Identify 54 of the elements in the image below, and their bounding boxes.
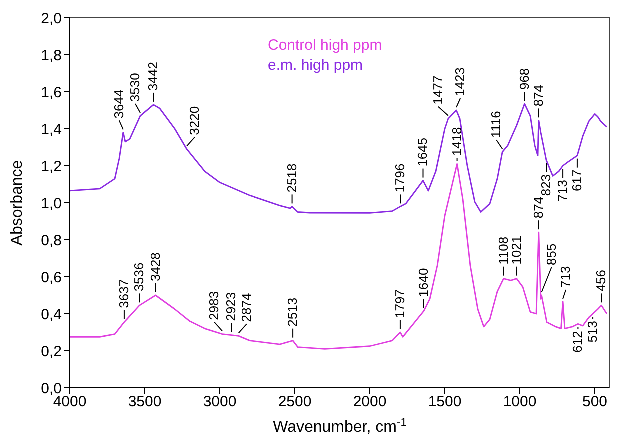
annotation: 2513 [285, 298, 300, 327]
text: Control high ppm [268, 36, 382, 56]
y-tick-label: 0,4 [41, 306, 62, 324]
x-tick-label: 3000 [203, 394, 237, 411]
annotation: 617 [569, 170, 584, 192]
x-axis-title: Wavenumber, cm$^{-1}$ [273, 417, 407, 436]
annotation: 823 [538, 174, 554, 196]
annotation: 513 [585, 321, 600, 343]
annotation: 3536 [132, 262, 147, 292]
x-tick-label: 2500 [278, 394, 312, 411]
y-axis-title: Absorbance [9, 160, 26, 246]
annotation: 3442 [146, 62, 161, 91]
y-tick-label: 1,0 [41, 195, 62, 212]
annotation: 2518 [284, 164, 300, 193]
y-tick-label: 1,6 [41, 84, 62, 102]
annotation: 1116 [488, 111, 504, 138]
x-tick-label: 1500 [428, 394, 462, 411]
annotation: 3637 [116, 279, 132, 308]
y-tick-label: 1,2 [41, 158, 62, 176]
annotation: 874 [530, 84, 546, 107]
annotation: 855 [544, 244, 559, 266]
annotation: 612 [570, 331, 586, 353]
y-tick-label: 0,6 [41, 269, 62, 286]
y-tick-label: 0,8 [41, 232, 62, 250]
annotation: 713 [555, 180, 570, 202]
annotation: 1645 [415, 138, 430, 167]
x-tick-label: 2000 [353, 394, 387, 411]
y-tick-label: 2,0 [41, 10, 62, 28]
annotation: 2983 [206, 291, 222, 320]
y-tick-label: 1,4 [41, 121, 62, 138]
annotation: 2923 [224, 292, 239, 322]
annotation: 3428 [148, 252, 163, 282]
annotation: 2874 [238, 293, 254, 322]
annotation: 1021 [508, 236, 524, 265]
x-tick-label: 1000 [503, 394, 537, 411]
annotation: 713 [558, 266, 574, 288]
y-tick-label: 1,8 [41, 47, 62, 64]
x-tick-label: 3500 [128, 394, 162, 411]
annotation: 3644 [111, 90, 126, 119]
text: e.m. high ppm [268, 56, 364, 76]
x-tick-label: 500 [582, 394, 608, 411]
annotation: 1108 [496, 236, 511, 265]
annotation: 874 [530, 196, 546, 219]
y-tick-label: 0,2 [41, 343, 62, 360]
annotation: 1640 [416, 268, 431, 298]
annotation: 456 [594, 270, 609, 292]
annotation: 968 [516, 68, 532, 90]
annotation: 3530 [128, 73, 142, 102]
annotation: 1418 [449, 127, 464, 156]
annotation: 1477 [430, 76, 446, 105]
annotation: 1796 [392, 164, 408, 193]
annotation: 1423 [452, 68, 468, 96]
annotation: 3220 [187, 106, 202, 136]
annotation: 1797 [392, 290, 408, 318]
